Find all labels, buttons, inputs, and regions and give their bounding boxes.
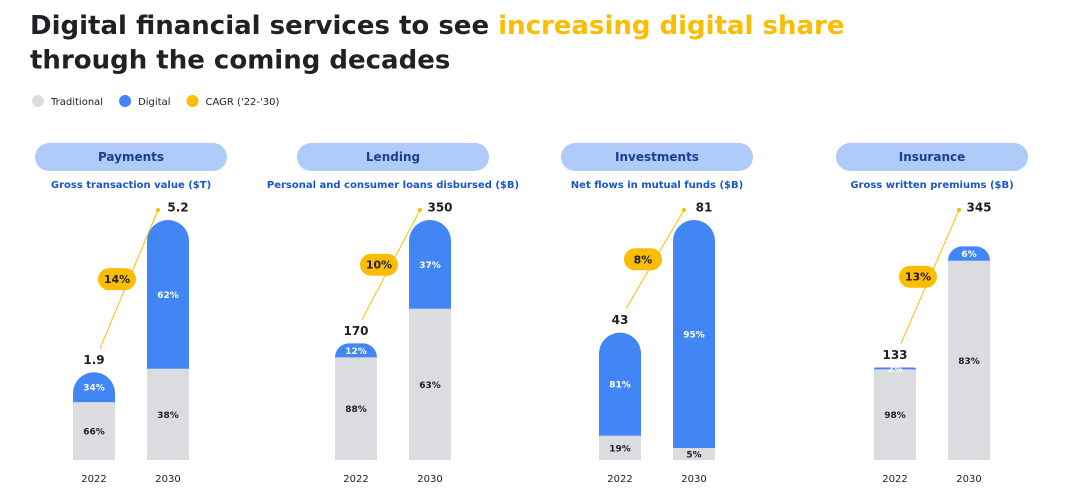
segment-label: 5% [686, 451, 701, 461]
cagr-label: 8% [634, 253, 653, 266]
panel-subtitle: Net flows in mutual funds ($B) [571, 180, 743, 191]
cagr-pill [98, 268, 136, 291]
segment-label: 19% [609, 444, 631, 454]
bar-segment [73, 372, 115, 403]
segment-label: 6% [961, 250, 976, 260]
panel-header [561, 143, 753, 171]
cagr-dot [957, 208, 961, 212]
panel-title: Lending [366, 150, 420, 164]
x-tick-label: 2022 [343, 474, 368, 485]
title-start: Digital financial services to see [30, 11, 489, 41]
bar-segment [874, 367, 916, 370]
panel-header [35, 143, 227, 171]
panel: Lending Personal and consumer loans disbu… [267, 143, 519, 485]
x-tick-label: 2022 [81, 474, 106, 485]
legend-label: Traditional [50, 97, 103, 108]
x-tick-label: 2030 [155, 474, 180, 485]
title-highlight: increasing digital share [498, 11, 844, 41]
panel: Insurance Gross written premiums ($B) 98% 2… [836, 143, 1028, 485]
total-label: 81 [696, 201, 713, 215]
cagr-dot [418, 208, 422, 212]
panel-title: Payments [98, 150, 164, 164]
title-end: through the coming decades [30, 46, 450, 76]
legend: Traditional Digital CAGR ('22-'30) [32, 95, 279, 108]
segment-label: 95% [683, 331, 705, 341]
cagr-dot [682, 208, 686, 212]
bar-segment [335, 343, 377, 358]
total-label: 43 [612, 313, 629, 327]
x-tick-label: 2022 [882, 474, 907, 485]
legend-swatch [186, 95, 199, 107]
bar-segment [335, 357, 377, 460]
panel-subtitle: Gross transaction value ($T) [51, 180, 211, 191]
cagr-label: 10% [366, 259, 392, 272]
cagr-label: 14% [104, 273, 130, 286]
x-tick-label: 2030 [956, 474, 981, 485]
bar-segment [409, 220, 451, 309]
segment-label: 66% [83, 428, 105, 438]
segment-label: 83% [958, 357, 980, 367]
x-tick-label: 2030 [417, 474, 442, 485]
segment-label: 12% [345, 347, 367, 357]
segment-label: 38% [157, 411, 179, 421]
bar-segment [147, 368, 189, 460]
cagr-pill [624, 248, 662, 271]
panel-subtitle: Gross written premiums ($B) [850, 180, 1013, 191]
segment-label: 34% [83, 384, 105, 394]
bar-segment [409, 308, 451, 460]
bar-segment [874, 369, 916, 460]
total-label: 350 [427, 201, 452, 215]
legend-swatch [32, 95, 44, 107]
cagr-dot [156, 208, 160, 212]
panel-header [297, 143, 489, 171]
panel-title: Insurance [899, 150, 966, 164]
panel: Payments Gross transaction value ($T) 66% 3… [35, 143, 227, 485]
total-label: 170 [343, 324, 368, 338]
panel: Investments Net flows in mutual funds ($B… [561, 143, 753, 485]
bar-segment [948, 260, 990, 460]
bar-segment [673, 448, 715, 460]
legend-swatch [119, 95, 132, 107]
segment-label: 2% [887, 365, 902, 375]
total-label: 133 [882, 348, 907, 362]
segment-label: 81% [609, 381, 631, 391]
bar-segment [673, 220, 715, 448]
cagr-label: 13% [905, 271, 931, 284]
bar-segment [599, 435, 641, 460]
x-tick-label: 2030 [681, 474, 706, 485]
title: Digital financial services to see increa… [30, 11, 845, 41]
legend-label: CAGR ('22-'30) [206, 97, 280, 108]
bar-segment [147, 220, 189, 369]
segment-label: 98% [884, 411, 906, 421]
bar-segment [73, 402, 115, 460]
segment-label: 63% [419, 381, 441, 391]
legend-label: Digital [138, 97, 170, 108]
charts: Payments Gross transaction value ($T) 66% 3… [35, 143, 1028, 485]
bar-segment [948, 246, 990, 261]
segment-label: 37% [419, 261, 441, 271]
panel-title: Investments [615, 150, 699, 164]
cagr-pill [360, 253, 398, 276]
segment-label: 62% [157, 291, 179, 301]
total-label: 1.9 [83, 353, 104, 367]
panel-header [836, 143, 1028, 171]
segment-label: 88% [345, 405, 367, 415]
cagr-pill [899, 265, 937, 288]
bar-segment [599, 332, 641, 436]
total-label: 5.2 [167, 201, 188, 215]
total-label: 345 [966, 201, 991, 215]
panel-subtitle: Personal and consumer loans disbursed ($… [267, 180, 519, 191]
x-tick-label: 2022 [607, 474, 632, 485]
